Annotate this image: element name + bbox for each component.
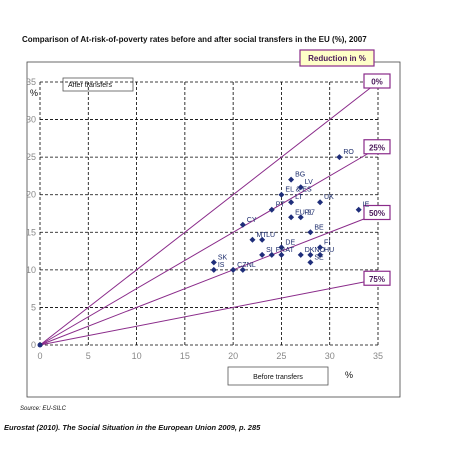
x-label-box [227, 366, 329, 386]
y-tick-label: 30 [26, 115, 36, 125]
reference-label: 75% [369, 275, 385, 284]
point-label: IS [218, 262, 225, 269]
reference-label: 50% [369, 209, 385, 218]
data-point [268, 206, 275, 213]
point-label: PT [276, 202, 286, 209]
point-label: RO [343, 149, 354, 156]
source: Source: EU-SILC [20, 406, 67, 412]
x-unit: % [345, 370, 353, 380]
x-tick-label: 15 [180, 351, 190, 361]
data-point [210, 259, 217, 266]
reference-label-box [363, 204, 391, 221]
y-tick-label: 20 [26, 190, 36, 200]
data-point [230, 266, 237, 273]
data-point [317, 251, 324, 258]
data-point [239, 266, 246, 273]
reference-line [39, 147, 379, 346]
x-tick-label: 10 [132, 351, 142, 361]
data-point [259, 251, 266, 258]
reference-label: 0% [371, 78, 383, 87]
point-label: LU [266, 232, 275, 239]
point-label: CY [247, 217, 257, 224]
y-label-box [62, 77, 134, 92]
point-label: BG [295, 172, 305, 179]
point-label: SK [218, 254, 228, 261]
reference-line [39, 81, 379, 346]
point-label: EL & ES [285, 187, 312, 194]
data-point [317, 244, 324, 251]
data-point [317, 199, 324, 206]
data-point [307, 251, 314, 258]
reference-label-box [363, 270, 391, 286]
x-tick-label: 5 [86, 351, 91, 361]
data-point [307, 259, 314, 266]
chart-title: Comparison of At-risk-of-poverty rates b… [22, 35, 367, 44]
data-point [297, 251, 304, 258]
point-label: LT [295, 194, 303, 201]
reference-label-box [363, 73, 391, 89]
point-label: LV [305, 179, 313, 186]
y-tick-label: 0 [31, 340, 36, 350]
chart-frame [26, 61, 401, 398]
reference-label: 25% [369, 143, 385, 152]
x-axis-label: Before transfers [253, 374, 303, 381]
data-point [297, 214, 304, 221]
point-label: UK [324, 194, 334, 201]
data-point [307, 229, 314, 236]
y-tick-label: 25 [26, 152, 36, 162]
footer: Eurostat (2010). The Social Situation in… [4, 423, 261, 432]
point-label: FR [276, 247, 285, 254]
data-point [239, 221, 246, 228]
reference-line [39, 278, 379, 346]
data-point [355, 206, 362, 213]
point-label: IE [363, 202, 370, 209]
point-label: EU-27 [295, 209, 315, 216]
x-tick-label: 25 [276, 351, 286, 361]
data-point [288, 214, 295, 221]
point-label: DE [285, 239, 295, 246]
x-tick-label: 20 [228, 351, 238, 361]
point-label: SI [266, 247, 273, 254]
x-tick-label: 35 [373, 351, 383, 361]
point-label: FI [324, 239, 330, 246]
y-tick-label: 15 [26, 227, 36, 237]
data-point [288, 199, 295, 206]
origin [37, 342, 43, 348]
point-label: BE [314, 224, 324, 231]
data-point [288, 176, 295, 183]
x-tick-label: 0 [37, 351, 42, 361]
point-label: AT [285, 247, 294, 254]
data-point [336, 154, 343, 161]
point-label: SE [314, 254, 324, 261]
data-point [249, 236, 256, 243]
y-axis-label: After transfers [68, 82, 112, 89]
reduction-title: Reduction in % [308, 54, 366, 63]
data-point [278, 244, 285, 251]
reference-line [39, 213, 379, 346]
x-tick-label: 30 [325, 351, 335, 361]
point-label: PL [305, 209, 314, 216]
y-tick-label: 35 [26, 77, 36, 87]
point-label: HU [324, 247, 334, 254]
data-point [297, 184, 304, 191]
reduction-box [299, 49, 375, 67]
point-label: MT [256, 232, 267, 239]
point-label: CZ [237, 262, 247, 269]
point-label: DK [305, 247, 315, 254]
y-unit: % [30, 88, 38, 98]
data-point [268, 251, 275, 258]
reference-label-box [363, 139, 391, 155]
data-point [210, 266, 217, 273]
point-label: NO [314, 247, 325, 254]
data-point [278, 251, 285, 258]
data-point [278, 191, 285, 198]
point-label: NL [247, 262, 256, 269]
data-point [259, 236, 266, 243]
y-tick-label: 10 [26, 265, 36, 275]
y-tick-label: 5 [31, 302, 36, 312]
